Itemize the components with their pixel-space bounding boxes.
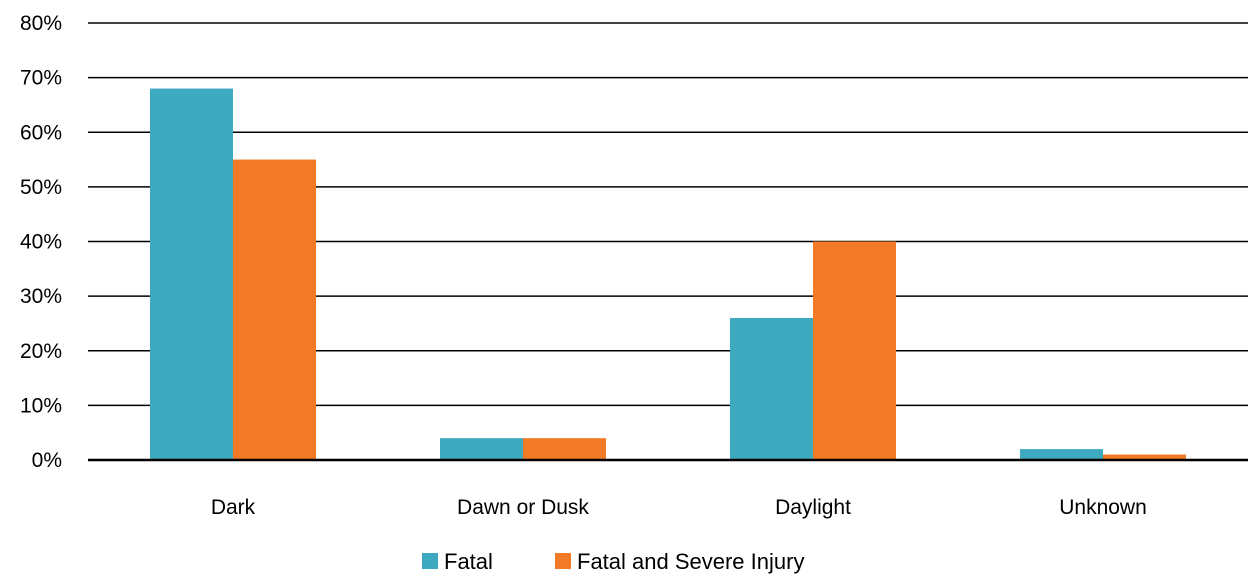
y-tick-label: 60% xyxy=(20,121,62,144)
y-tick-label: 30% xyxy=(20,285,62,308)
y-axis-tick-labels: 0% 10% 20% 30% 40% 50% 60% 70% 80% xyxy=(20,12,62,472)
bar-fatal-dawn-or-dusk xyxy=(440,438,523,460)
legend-swatch xyxy=(555,553,571,569)
bar-fatal-and-severe-injury-unknown xyxy=(1103,454,1186,460)
legend-label: Fatal and Severe Injury xyxy=(577,549,804,574)
bar-fatal-unknown xyxy=(1020,449,1103,460)
y-tick-label: 50% xyxy=(20,176,62,199)
bar-fatal-dark xyxy=(150,88,233,461)
bar-fatal-and-severe-injury-dark xyxy=(233,159,316,460)
y-tick-label: 80% xyxy=(20,12,62,35)
y-tick-label: 70% xyxy=(20,67,62,90)
bar-fatal-daylight xyxy=(730,317,813,460)
x-axis-category-labels: Dark Dawn or Dusk Daylight Unknown xyxy=(211,496,1147,519)
legend: Fatal Fatal and Severe Injury xyxy=(422,549,804,574)
legend-label: Fatal xyxy=(444,549,493,574)
category-label: Dawn or Dusk xyxy=(457,496,589,519)
bars xyxy=(150,88,1186,461)
category-label: Unknown xyxy=(1059,496,1147,519)
bar-fatal-and-severe-injury-dawn-or-dusk xyxy=(523,438,606,460)
y-tick-label: 20% xyxy=(20,340,62,363)
category-label: Daylight xyxy=(775,496,851,519)
legend-swatch xyxy=(422,553,438,569)
bar-fatal-and-severe-injury-daylight xyxy=(813,241,896,460)
y-tick-label: 0% xyxy=(32,449,62,472)
category-label: Dark xyxy=(211,496,256,519)
y-tick-label: 10% xyxy=(20,394,62,417)
y-tick-label: 40% xyxy=(20,231,62,254)
